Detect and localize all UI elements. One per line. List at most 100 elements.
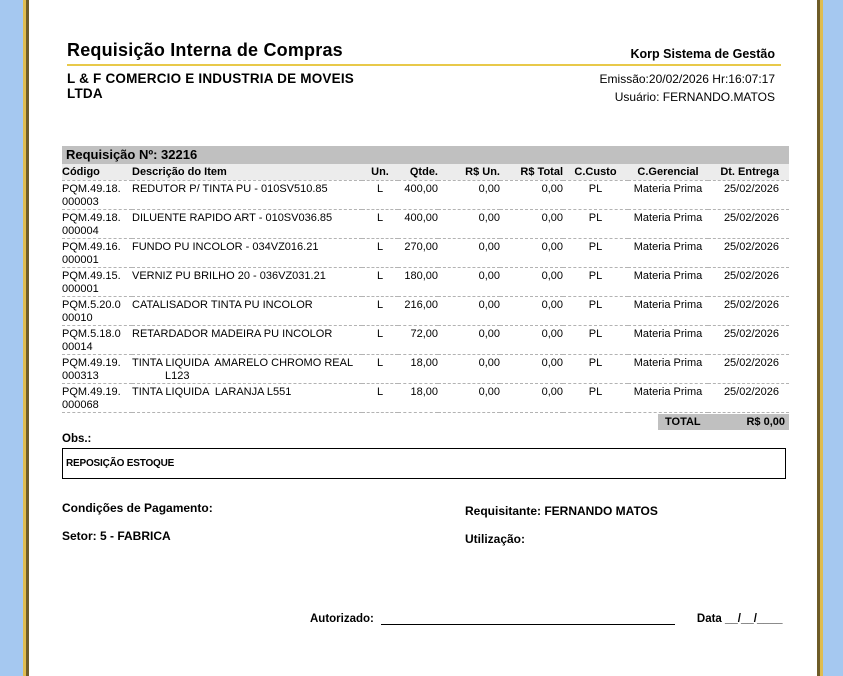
- requisition-number-bar: Requisição Nº: 32216: [62, 146, 789, 164]
- cell-mgmt-center: Materia Prima: [633, 385, 703, 398]
- cell-total: 0,00: [541, 385, 563, 398]
- column-header: R$ Total: [520, 165, 563, 178]
- table-row: PQM.49.19. 000068 TINTA LIQUIDA LARANJA L5…: [62, 383, 789, 412]
- column-header: Qtde.: [409, 165, 438, 178]
- cell-cost-center: PL: [588, 385, 603, 398]
- payment-terms-label: Condições de Pagamento:: [62, 501, 213, 515]
- company-name-line: L & F COMERCIO E INDUSTRIA DE MOVEIS: [67, 71, 354, 86]
- cell-total: 0,00: [541, 240, 563, 253]
- cell-cost-center: PL: [588, 356, 603, 369]
- authorized-label: Autorizado:: [310, 613, 374, 625]
- cell-qty: 400,00: [404, 211, 438, 224]
- cell-unit-price: 0,00: [478, 327, 500, 340]
- cell-qty: 72,00: [410, 327, 438, 340]
- sector-label: Setor: 5 - FABRICA: [62, 529, 171, 543]
- table-row: PQM.49.18. 000004 DILUENTE RAPIDO ART - 01…: [62, 209, 789, 238]
- cell-un: L: [376, 182, 384, 195]
- cell-qty: 216,00: [404, 298, 438, 311]
- cell-desc-lines: TINTA LIQUIDA AMARELO CHROMO REAL L123: [132, 356, 354, 382]
- cell-cost-center: PL: [588, 298, 603, 311]
- cell-unit-price: 0,00: [478, 356, 500, 369]
- report-page: Requisição Interna de Compras Korp Siste…: [26, 0, 820, 676]
- column-header: C.Gerencial: [637, 165, 699, 178]
- cell-cost-center: PL: [588, 240, 603, 253]
- cell-unit-price: 0,00: [478, 211, 500, 224]
- cell-qty: 270,00: [404, 240, 438, 253]
- cell-desc-lines: FUNDO PU INCOLOR - 034VZ016.21: [132, 240, 319, 253]
- company-name: L & F COMERCIO E INDUSTRIA DE MOVEIS LTD…: [67, 71, 354, 101]
- cell-code-lines: PQM.49.18. 000004: [62, 211, 121, 237]
- cell-total: 0,00: [541, 269, 563, 282]
- cell-code-lines: PQM.49.16. 000001: [62, 240, 121, 266]
- cell-desc-lines: RETARDADOR MADEIRA PU INCOLOR: [132, 327, 333, 340]
- column-header: Descrição do Item: [132, 165, 227, 178]
- column-header: R$ Un.: [465, 165, 500, 178]
- requisition-table-area: Requisição Nº: 32216 Código Descrição do …: [62, 146, 789, 430]
- cell-code-lines: PQM.49.15. 000001: [62, 269, 121, 295]
- cell-code-lines: PQM.5.18.0 00014: [62, 327, 121, 353]
- company-name-line: LTDA: [67, 86, 103, 101]
- cell-unit-price: 0,00: [478, 240, 500, 253]
- cell-un: L: [376, 298, 384, 311]
- cell-desc-lines: VERNIZ PU BRILHO 20 - 036VZ031.21: [132, 269, 326, 282]
- cell-cost-center: PL: [588, 327, 603, 340]
- cell-total: 0,00: [541, 211, 563, 224]
- cell-delivery: 25/02/2026: [723, 211, 779, 224]
- cell-cost-center: PL: [588, 182, 603, 195]
- cell-desc-lines: CATALISADOR TINTA PU INCOLOR: [132, 298, 313, 311]
- cell-code-lines: PQM.49.19. 000313: [62, 356, 121, 382]
- title-divider-rule: [67, 64, 781, 66]
- total-label: TOTAL: [665, 416, 701, 428]
- items-table: Código Descrição do Item Un. Qtde. R$ Un. R$ …: [62, 164, 789, 413]
- cell-qty: 18,00: [410, 356, 438, 369]
- cell-mgmt-center: Materia Prima: [633, 240, 703, 253]
- cell-desc-lines: REDUTOR P/ TINTA PU - 010SV510.85: [132, 182, 328, 195]
- cell-desc-lines: DILUENTE RAPIDO ART - 010SV036.85: [132, 211, 333, 224]
- cell-delivery: 25/02/2026: [723, 269, 779, 282]
- column-header: Código: [62, 165, 100, 178]
- cell-code-lines: PQM.49.19. 000068: [62, 385, 121, 411]
- cell-total: 0,00: [541, 182, 563, 195]
- cell-delivery: 25/02/2026: [723, 385, 779, 398]
- cell-cost-center: PL: [588, 211, 603, 224]
- table-row: PQM.49.15. 000001 VERNIZ PU BRILHO 20 - 03…: [62, 267, 789, 296]
- cell-code-lines: PQM.5.20.0 00010: [62, 298, 121, 324]
- usage-label: Utilização:: [465, 532, 526, 546]
- cell-mgmt-center: Materia Prima: [633, 327, 703, 340]
- cell-mgmt-center: Materia Prima: [633, 298, 703, 311]
- brand-name: Korp Sistema de Gestão: [630, 47, 776, 61]
- table-row: PQM.5.20.0 00010 CATALISADOR TINTA PU INCO…: [62, 296, 789, 325]
- cell-mgmt-center: Materia Prima: [633, 182, 703, 195]
- obs-box: REPOSIÇÃO ESTOQUE: [62, 448, 786, 479]
- cell-qty: 18,00: [410, 385, 438, 398]
- table-header-row: Código Descrição do Item Un. Qtde. R$ Un. R$ …: [62, 164, 789, 180]
- cell-total: 0,00: [541, 327, 563, 340]
- table-row: PQM.49.18. 000003 REDUTOR P/ TINTA PU - 01…: [62, 180, 789, 209]
- cell-mgmt-center: Materia Prima: [633, 211, 703, 224]
- authorization-row: Autorizado: Data __/__/____: [310, 611, 783, 625]
- cell-code-lines: PQM.49.18. 000003: [62, 182, 121, 208]
- report-title: Requisição Interna de Compras: [67, 40, 343, 60]
- obs-text: REPOSIÇÃO ESTOQUE: [66, 458, 175, 469]
- table-row: PQM.5.18.0 00014 RETARDADOR MADEIRA PU INC…: [62, 325, 789, 354]
- total-bar: TOTAL R$ 0,00: [658, 414, 789, 430]
- cell-delivery: 25/02/2026: [723, 327, 779, 340]
- cell-un: L: [376, 211, 384, 224]
- cell-delivery: 25/02/2026: [723, 356, 779, 369]
- cell-cost-center: PL: [588, 269, 603, 282]
- date-label: Data __/__/____: [696, 613, 783, 625]
- cell-un: L: [376, 356, 384, 369]
- signature-line: [380, 611, 675, 625]
- emission-datetime: Emissão:20/02/2026 Hr:16:07:17: [599, 72, 775, 86]
- total-value: R$ 0,00: [746, 416, 785, 428]
- column-header: Un.: [371, 165, 389, 178]
- cell-mgmt-center: Materia Prima: [633, 356, 703, 369]
- cell-mgmt-center: Materia Prima: [633, 269, 703, 282]
- cell-unit-price: 0,00: [478, 182, 500, 195]
- cell-desc-lines: TINTA LIQUIDA LARANJA L551: [132, 385, 292, 398]
- cell-qty: 180,00: [404, 269, 438, 282]
- page-edge-border: Requisição Interna de Compras Korp Siste…: [23, 0, 823, 676]
- cell-delivery: 25/02/2026: [723, 182, 779, 195]
- user-name: Usuário: FERNANDO.MATOS: [614, 90, 775, 104]
